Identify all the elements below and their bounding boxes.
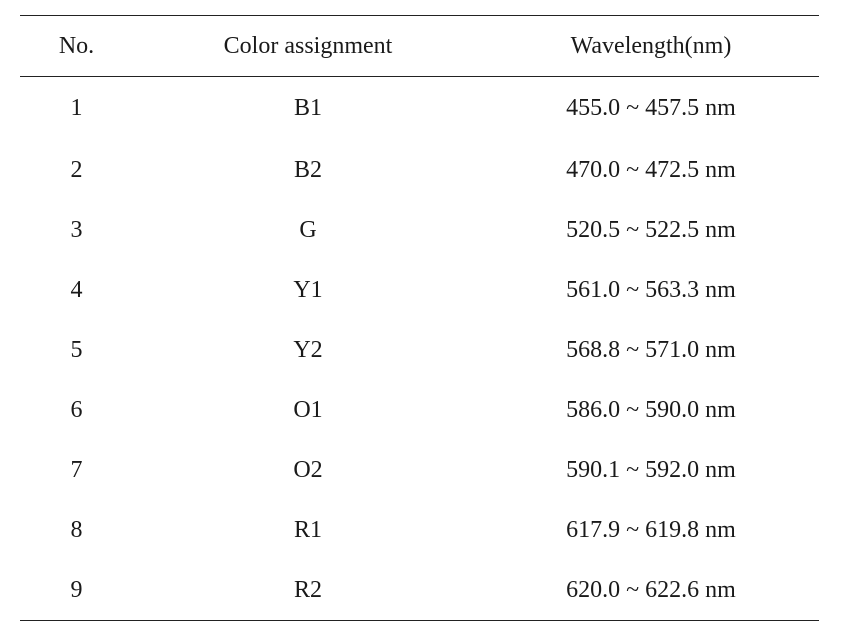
cell-no: 3 bbox=[70, 217, 83, 243]
cell-wavelength: 586.0 ~ 590.0 nm bbox=[566, 397, 736, 423]
cell-color: B1 bbox=[293, 95, 322, 122]
table-row: 8 R1 617.9 ~ 619.8 nm bbox=[20, 501, 819, 561]
header-color-assignment: Color assignment bbox=[133, 15, 483, 77]
header-wavelength: Wavelength(nm) bbox=[483, 15, 819, 77]
table-header: No. Color assignment Wavelength(nm) bbox=[20, 15, 819, 77]
cell-color: O1 bbox=[293, 397, 323, 423]
cell-no: 2 bbox=[70, 157, 83, 183]
cell-no: 9 bbox=[20, 560, 133, 621]
cell-color: O2 bbox=[293, 457, 323, 483]
cell-color: B2 bbox=[293, 157, 322, 183]
cell-wavelength: 617.9 ~ 619.8 nm bbox=[566, 517, 736, 543]
table-body: 1 B1 455.0 ~ 457.5 nm 2 B2 470.0 ~ 472.5… bbox=[20, 77, 819, 621]
cell-wavelength: 561.0 ~ 563.3 nm bbox=[566, 277, 736, 303]
cell-wavelength: 568.8 ~ 571.0 nm bbox=[566, 337, 736, 363]
cell-no: 1 bbox=[70, 95, 83, 122]
cell-color: Y2 bbox=[293, 337, 323, 363]
cell-no: 5 bbox=[70, 337, 83, 363]
table-row: 6 O1 586.0 ~ 590.0 nm bbox=[20, 381, 819, 441]
table-row: 7 O2 590.1 ~ 592.0 nm bbox=[20, 441, 819, 501]
cell-no: 4 bbox=[70, 277, 83, 303]
table-row: 4 Y1 561.0 ~ 563.3 nm bbox=[20, 261, 819, 321]
header-row: No. Color assignment Wavelength(nm) bbox=[20, 15, 819, 77]
cell-wavelength: 520.5 ~ 522.5 nm bbox=[566, 217, 736, 243]
header-no: No. bbox=[20, 15, 133, 77]
cell-wavelength: 470.0 ~ 472.5 nm bbox=[566, 157, 736, 183]
cell-wavelength: 620.0 ~ 622.6 nm bbox=[483, 560, 819, 621]
cell-wavelength: 455.0 ~ 457.5 nm bbox=[566, 95, 736, 122]
table-row: 3 G 520.5 ~ 522.5 nm bbox=[20, 201, 819, 261]
table-row: 1 B1 455.0 ~ 457.5 nm bbox=[20, 77, 819, 141]
table-row: 9 R2 620.0 ~ 622.6 nm bbox=[20, 560, 819, 621]
cell-no: 6 bbox=[70, 397, 83, 423]
cell-color: Y1 bbox=[293, 277, 323, 303]
cell-color: R1 bbox=[293, 517, 322, 543]
wavelength-table: No. Color assignment Wavelength(nm) 1 B1… bbox=[20, 15, 819, 621]
table-row: 5 Y2 568.8 ~ 571.0 nm bbox=[20, 321, 819, 381]
cell-no: 7 bbox=[70, 457, 83, 483]
cell-wavelength: 590.1 ~ 592.0 nm bbox=[566, 457, 736, 483]
cell-color: R2 bbox=[133, 560, 483, 621]
cell-no: 8 bbox=[70, 517, 83, 543]
cell-color: G bbox=[299, 217, 317, 243]
table-row: 2 B2 470.0 ~ 472.5 nm bbox=[20, 141, 819, 201]
